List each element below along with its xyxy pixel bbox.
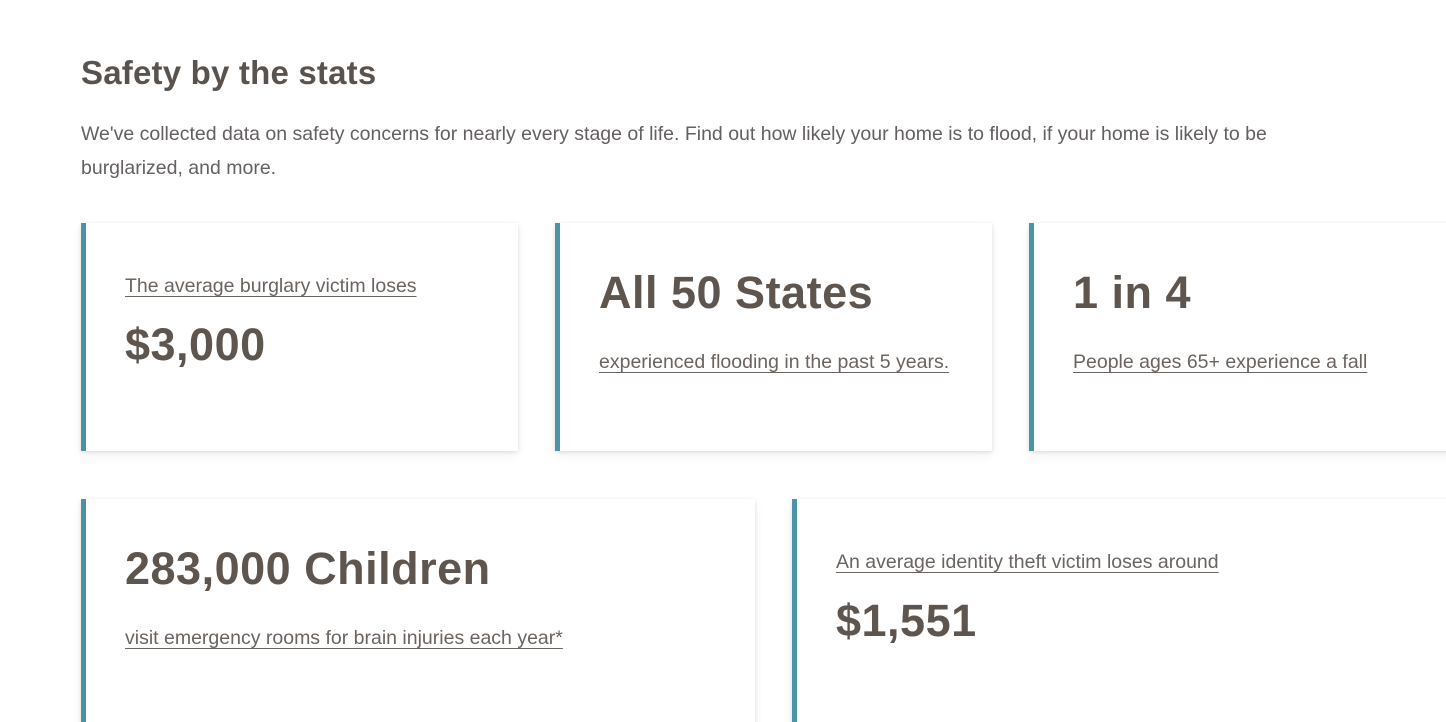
flooding-stat-link[interactable]: experienced flooding in the past 5 years… (599, 351, 950, 373)
brain-injuries-stat-link[interactable]: visit emergency rooms for brain injuries… (125, 627, 563, 649)
stat-link-wrap: The average burglary victim loses (125, 269, 478, 303)
burglary-stat-link[interactable]: The average burglary victim loses (125, 275, 417, 298)
brain-injuries-stat-value: 283,000 Children (125, 543, 491, 595)
section-title: Safety by the stats (81, 54, 377, 91)
stats-row-2: 283,000 Children visit emergency rooms f… (81, 499, 1446, 722)
stat-card-brain-injuries: 283,000 Children visit emergency rooms f… (81, 499, 755, 722)
stats-row-1: The average burglary victim loses $3,000… (81, 223, 1446, 452)
falls-stat-value: 1 in 4 (1073, 267, 1192, 319)
stat-card-flooding: All 50 States experienced flooding in th… (555, 223, 992, 452)
flooding-stat-value: All 50 States (599, 267, 874, 319)
identity-theft-stat-link[interactable]: An average identity theft victim loses a… (836, 551, 1219, 574)
falls-stat-link[interactable]: People ages 65+ experience a fall (1073, 351, 1368, 373)
stat-link-wrap: visit emergency rooms for brain injuries… (125, 621, 715, 655)
stat-card-falls: 1 in 4 People ages 65+ experience a fall (1029, 223, 1446, 452)
stat-card-burglary: The average burglary victim loses $3,000 (81, 223, 518, 452)
section-intro: We've collected data on safety concerns … (81, 123, 1267, 180)
stat-link-wrap: People ages 65+ experience a fall (1073, 345, 1426, 379)
burglary-stat-value: $3,000 (125, 319, 266, 371)
identity-theft-stat-value: $1,551 (836, 595, 977, 647)
stat-card-identity-theft: An average identity theft victim loses a… (792, 499, 1446, 722)
stat-link-wrap: An average identity theft victim loses a… (836, 545, 1426, 579)
stat-link-wrap: experienced flooding in the past 5 years… (599, 345, 952, 379)
